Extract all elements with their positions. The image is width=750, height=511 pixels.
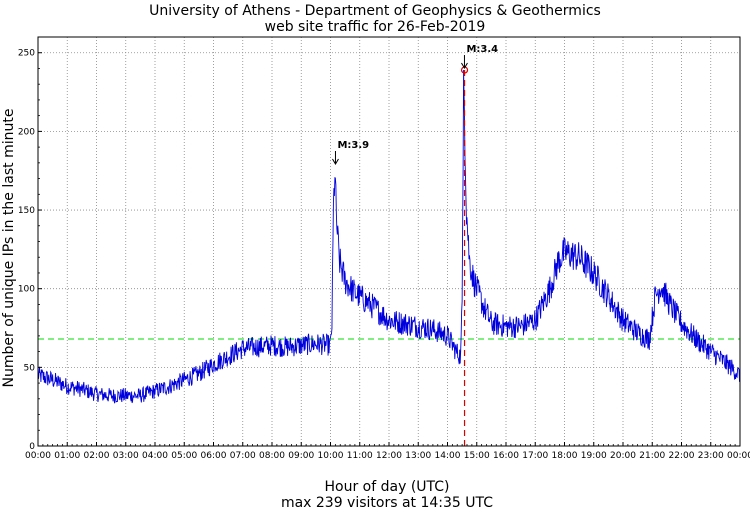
x-tick-label: 11:00 <box>347 451 373 461</box>
chart-subtitle: web site traffic for 26-Feb-2019 <box>265 19 486 35</box>
plot-frame <box>37 36 741 447</box>
x-tick-label: 06:00 <box>201 451 227 461</box>
chart-title: University of Athens - Department of Geo… <box>149 3 601 19</box>
x-tick-label: 02:00 <box>84 451 110 461</box>
x-tick-label: 07:00 <box>230 451 256 461</box>
y-tick-label: 100 <box>18 285 35 295</box>
x-axis-label: Hour of day (UTC) <box>325 479 450 495</box>
x-tick-label: 08:00 <box>259 451 285 461</box>
x-tick-label: 17:00 <box>522 451 548 461</box>
x-tick-label: 14:00 <box>435 451 461 461</box>
y-axis-label: Number of unique IPs in the last minute <box>1 109 17 388</box>
annotation-label: M:3.9 <box>337 140 369 151</box>
x-tick-label: 09:00 <box>288 451 314 461</box>
y-tick-label: 250 <box>18 49 35 59</box>
x-tick-label: 21:00 <box>639 451 665 461</box>
x-tick-label: 13:00 <box>405 451 431 461</box>
traffic-series <box>37 70 741 404</box>
chart-footer: max 239 visitors at 14:35 UTC <box>281 495 493 511</box>
x-tick-label: 16:00 <box>493 451 519 461</box>
x-tick-label: 00:00 <box>25 451 51 461</box>
x-tick-label: 20:00 <box>610 451 636 461</box>
annotation-arrowhead <box>461 62 468 70</box>
y-tick-label: 50 <box>24 363 36 373</box>
x-tick-label: 23:00 <box>698 451 724 461</box>
y-tick-label: 150 <box>18 206 35 216</box>
x-tick-label: 01:00 <box>54 451 80 461</box>
x-tick-label: 10:00 <box>318 451 344 461</box>
x-tick-label: 12:00 <box>376 451 402 461</box>
annotation-label: M:3.4 <box>466 44 498 55</box>
x-tick-label: 15:00 <box>464 451 490 461</box>
x-tick-label: 22:00 <box>669 451 695 461</box>
x-tick-label: 00:00 <box>727 451 750 461</box>
x-tick-label: 05:00 <box>171 451 197 461</box>
annotation-arrowhead <box>332 158 339 165</box>
x-tick-label: 19:00 <box>581 451 607 461</box>
x-tick-label: 18:00 <box>552 451 578 461</box>
y-tick-label: 0 <box>29 442 35 452</box>
x-tick-label: 04:00 <box>142 451 168 461</box>
y-tick-label: 200 <box>18 127 35 137</box>
x-tick-label: 03:00 <box>113 451 139 461</box>
